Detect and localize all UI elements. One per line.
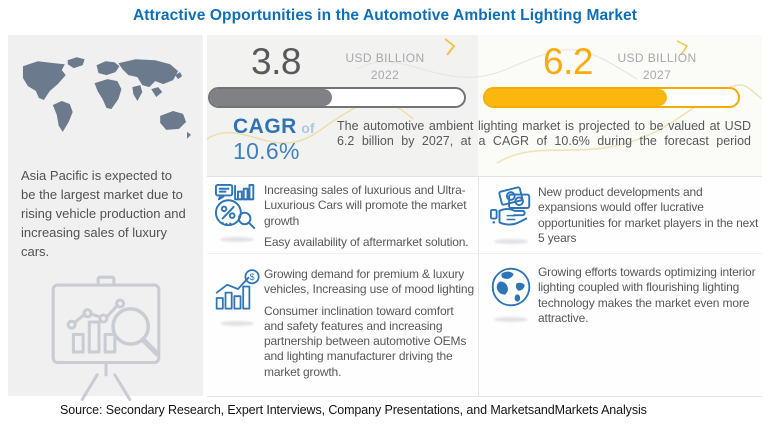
forecast-progress-fill: [485, 89, 668, 106]
forecast-unit-label: USD BILLION: [617, 51, 697, 65]
opportunity-block-4: Growing efforts towards optimizing inter…: [487, 265, 759, 332]
opportunity-text: Growing efforts towards optimizing inter…: [535, 265, 759, 332]
opportunity-block-3: $ Growing demand for premium & luxury ve…: [213, 267, 475, 386]
region-caption: Asia Pacific is expected to be the large…: [21, 168, 186, 259]
page-title: Attractive Opportunities in the Automoti…: [132, 7, 638, 24]
opportunity-text: New product developments and expansions …: [535, 185, 759, 252]
market-summary: The automotive ambient lighting market i…: [337, 119, 751, 148]
opportunity-paragraph: Increasing sales of luxurious and Ultra-…: [264, 183, 467, 228]
svg-text:$: $: [250, 272, 255, 282]
horizontal-divider: [207, 253, 762, 254]
region-panel: Asia Pacific is expected to be the large…: [8, 35, 203, 402]
cagr-value: 10.6%: [233, 138, 300, 164]
analysis-board-icon: [8, 271, 203, 408]
opportunity-block-2: New product developments and expansions …: [487, 185, 759, 252]
icon-shadow: [220, 237, 254, 242]
vertical-divider: [478, 177, 479, 396]
opportunities-section: Increasing sales of luxurious and Ultra-…: [207, 176, 762, 397]
opportunity-text: Increasing sales of luxurious and Ultra-…: [261, 183, 475, 256]
forecast-progress-bar: [483, 87, 740, 108]
icon-shadow: [220, 321, 254, 326]
icon-shadow: [494, 317, 528, 322]
money-hand-icon: [487, 185, 535, 244]
current-unit-label: USD BILLION: [345, 51, 425, 65]
opportunity-block-1: Increasing sales of luxurious and Ultra-…: [213, 183, 475, 256]
opportunity-paragraph: New product developments and expansions …: [538, 185, 759, 245]
cagr-label: CAGR: [233, 115, 297, 138]
current-market-value: 3.8: [251, 41, 301, 82]
opportunity-paragraph: Consumer inclination toward comfort and …: [264, 303, 467, 379]
opportunity-paragraph: Easy availability of aftermarket solutio…: [264, 234, 469, 249]
opportunity-paragraph: Growing efforts towards optimizing inter…: [538, 265, 756, 325]
market-stats-band: 3.8 USD BILLION 2022 6.2 USD BILLION 202…: [207, 35, 762, 176]
opportunity-text: Growing demand for premium & luxury vehi…: [261, 267, 475, 386]
current-progress-fill: [210, 89, 332, 106]
contour-decoration: [207, 38, 762, 164]
world-map-icon: [8, 35, 203, 156]
opportunity-paragraph: Growing demand for premium & luxury vehi…: [264, 267, 474, 297]
forecast-market-value: 6.2: [543, 41, 593, 82]
cagr-connector: of: [301, 120, 315, 136]
current-progress-bar: [208, 87, 466, 108]
current-market-unit: USD BILLION 2022: [333, 50, 437, 84]
forecast-market-unit: USD BILLION 2027: [605, 50, 709, 84]
sales-analytics-icon: [213, 183, 261, 242]
globe-icon: [487, 265, 535, 322]
forecast-year-label: 2027: [642, 68, 672, 82]
source-note: Source: Secondary Research, Expert Inter…: [60, 403, 647, 417]
current-year-label: 2022: [370, 68, 400, 82]
icon-shadow: [494, 239, 528, 244]
cagr-block: CAGR of 10.6%: [233, 115, 315, 163]
growth-chart-dollar-icon: $: [213, 267, 261, 326]
